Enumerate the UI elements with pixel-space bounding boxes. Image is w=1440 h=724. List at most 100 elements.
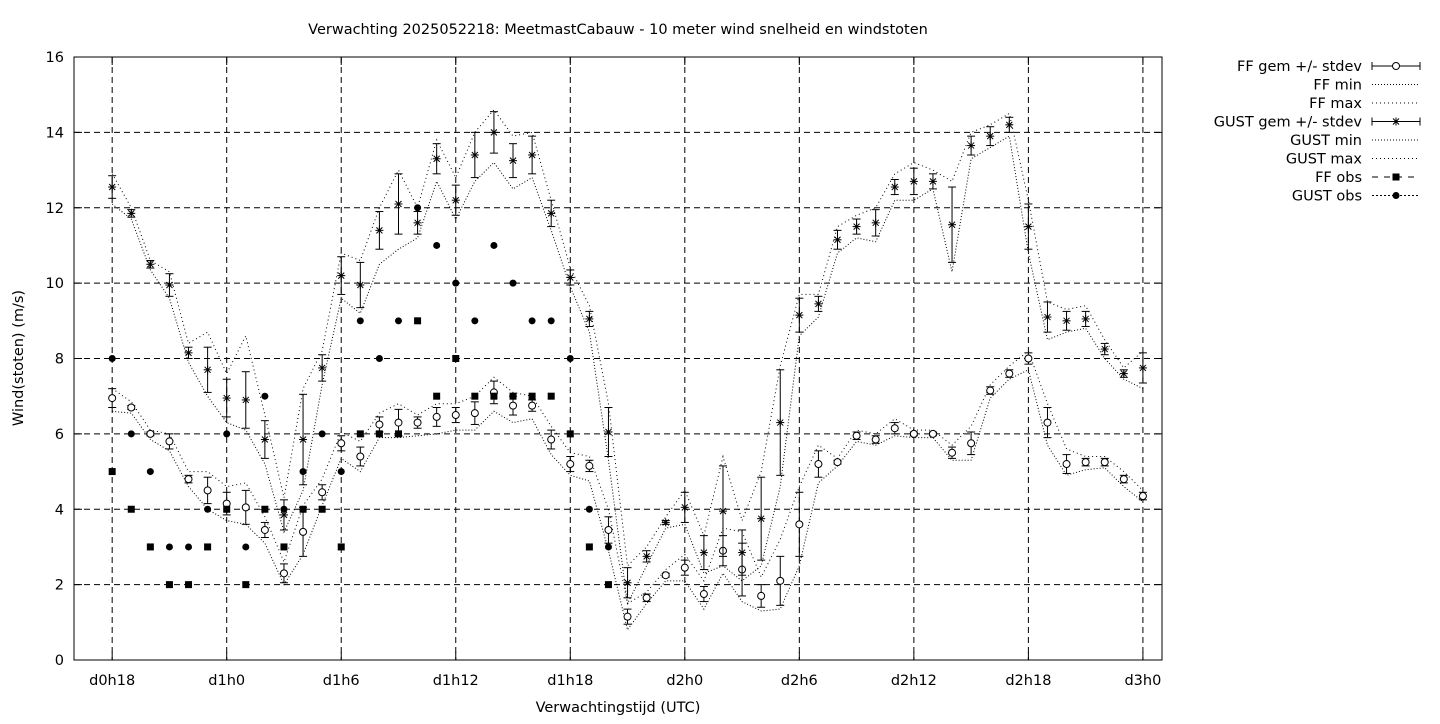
chart-title: Verwachting 2025052218: MeetmastCabauw -… [308,22,928,38]
ff-mean-point [1043,418,1052,427]
ff-obs-point [585,543,593,551]
ff-mean-point [413,418,422,427]
x-tick-label: d2h0 [666,673,703,689]
gust-obs-point [261,392,269,400]
gust-mean-point [470,150,479,159]
ff-mean-point [375,420,384,429]
gust-mean-point [1119,369,1128,378]
gust-mean-point [1100,345,1109,354]
gust-mean-point [738,548,747,557]
ff-obs-point [318,505,326,513]
legend-label: FF max [1309,96,1362,112]
ff-obs-point [433,392,441,400]
gust-obs-point [394,317,402,325]
gust-mean-point [642,552,651,561]
legend-swatch-marker [1392,62,1400,70]
gust-obs-point [108,355,116,362]
gust-mean-point [260,435,269,444]
gust-mean-point [776,418,785,427]
ff-mean-point [909,429,918,438]
ff-min-line [112,369,1144,632]
gust-obs-point [242,543,250,551]
y-tick-label: 14 [46,125,64,141]
gust-mean-point [566,273,575,282]
gust-mean-point [833,235,842,244]
gust-mean-point [394,199,403,208]
ff-obs-point [566,430,574,438]
ff-mean-point [528,401,537,410]
ff-mean-point [680,563,689,572]
ff-mean-point [776,576,785,585]
gust-mean-point [337,271,346,280]
ff-obs-point [242,581,250,589]
ff-obs-point [604,581,612,589]
gust-obs-point [337,468,345,476]
y-axis-label: Wind(stoten) (m/s) [11,290,27,426]
gust-mean-point [241,395,250,404]
gust-obs-point [490,241,498,249]
ff-mean-point [260,525,269,534]
data-series [108,108,1147,632]
ff-mean-point [356,452,365,461]
gust-mean-point [585,314,594,323]
gust-obs-point [528,317,536,325]
gust-mean-point [661,518,670,527]
ff-mean-point [1081,458,1090,467]
gust-mean-point [146,260,155,269]
ff-mean-point [165,437,174,446]
ff-mean-point [948,448,957,457]
gust-mean-point [413,218,422,227]
gust-obs-point [204,505,212,513]
x-tick-label: d1h12 [433,673,479,689]
ff-obs-point [299,505,307,513]
ff-obs-point [127,505,135,513]
ff-mean-point [699,590,708,599]
legend: FF gem +/- stdev FF min FF max GUST gem +/-… [1214,59,1421,205]
y-tick-label: 10 [46,276,64,292]
ff-obs-point [146,543,154,551]
ff-mean-point [509,401,518,410]
ff-mean-point [470,409,479,418]
y-tick-label: 4 [55,502,64,518]
ff-mean-point [127,403,136,412]
legend-label: GUST obs [1292,189,1362,205]
gust-mean-point [967,141,976,150]
x-tick-label: d1h0 [208,673,245,689]
ff-obs-point [452,355,460,362]
ff-mean-point [108,394,117,403]
gust-mean-point [184,348,193,357]
x-tick-label: d1h6 [323,673,360,689]
ff-obs-point [509,392,517,400]
gust-mean-point [699,548,708,557]
ff-mean-point [451,411,460,420]
x-axis-label: Verwachtingstijd (UTC) [536,700,701,716]
gust-obs-point [604,543,612,551]
legend-label: GUST gem +/- stdev [1214,115,1363,131]
legend-swatch-marker [1392,173,1400,181]
gust-max-line [111,108,1144,567]
gust-mean-point [489,128,498,137]
ff-mean-point [757,591,766,600]
gust-mean-point [986,132,995,141]
ff-obs-point [223,505,231,513]
ff-mean-point [1119,475,1128,484]
ff-mean-point [318,488,327,497]
axes: 0 2 4 6 8 10 12 14 16 d0h18 d1h0 d1h6 d1h12 d1h18 d2h0… [46,50,1162,689]
gust-obs-point [433,241,441,249]
ff-mean-point [547,435,556,444]
gust-mean-point [165,281,174,290]
x-tick-label: d2h6 [781,673,818,689]
ff-mean-point [871,435,880,444]
y-tick-label: 0 [55,653,64,669]
legend-swatch-marker [1392,192,1400,199]
ff-mean-point [279,569,288,578]
gust-mean-point [852,222,861,231]
y-tick-label: 6 [55,427,64,443]
gust-mean-point [604,427,613,436]
ff-obs-point [108,468,116,476]
ff-obs-point [356,430,364,438]
gust-obs-point [585,505,593,513]
gust-mean-point [127,209,136,218]
ff-obs-point [490,392,498,400]
